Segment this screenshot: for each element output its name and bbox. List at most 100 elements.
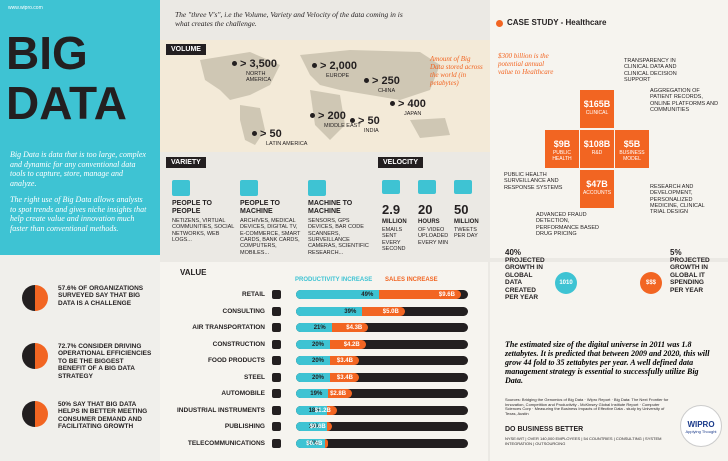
- sales-label: $1.2B: [314, 407, 331, 414]
- growth-icon: $$$: [640, 272, 662, 294]
- track: [296, 438, 468, 448]
- row-icon: [272, 422, 281, 431]
- marker: [252, 131, 257, 136]
- case-note: $300 billion is the potential annual val…: [498, 52, 554, 76]
- left-panel: [0, 0, 160, 255]
- stat-text: 50% SAY THAT BIG DATA HELPS IN BETTER ME…: [58, 401, 148, 431]
- region-value: > 400: [398, 98, 426, 110]
- marker: [390, 101, 395, 106]
- case-annotation: RESEARCH AND DEVELOPMENT, PERSONALIZED M…: [650, 184, 705, 216]
- block-value: $165B: [583, 99, 611, 109]
- variety-text: ARCHIVES, MEDICAL DEVICES, DIGITAL TV, E…: [240, 218, 301, 256]
- velocity-text: OF VIDEO UPLOADED EVERY MIN: [418, 227, 449, 246]
- row-label: AUTOMOBILE: [221, 390, 265, 397]
- marker: [364, 78, 369, 83]
- legend-sales: SALES INCREASE: [385, 277, 438, 283]
- row-icon: [272, 290, 281, 299]
- block-label: ACCOUNTS: [582, 190, 612, 196]
- sales-bar: [330, 356, 359, 365]
- case-block: $165B CLINICAL: [580, 90, 614, 128]
- productivity-label: 17%: [306, 440, 319, 447]
- growth-text: PROJECTED GROWTH IN GLOBAL IT SPENDING P…: [670, 257, 710, 294]
- block-value: $108B: [583, 139, 611, 149]
- stat-circle: [22, 401, 48, 427]
- block-value: $47B: [586, 179, 608, 189]
- sales-bar: [379, 290, 461, 299]
- legend-productivity: PRODUCTIVITY INCREASE: [295, 277, 373, 283]
- row-label: FOOD PRODUCTS: [207, 357, 265, 364]
- title: DATA: [6, 77, 127, 129]
- section-title: VARIETY: [166, 157, 206, 168]
- velocity-unit: MILLION: [454, 219, 479, 225]
- block-label: PUBLIC HEALTH: [552, 150, 572, 162]
- sales-label: $0.4B: [306, 440, 323, 447]
- case-panel: [490, 0, 728, 258]
- icon: [454, 180, 472, 194]
- slogan: DO BUSINESS BETTER: [505, 426, 584, 433]
- volume-note: Amount of Big Data stored across the wor…: [430, 55, 483, 87]
- growth-text: PROJECTED GROWTH IN GLOBAL DATA CREATED …: [505, 257, 545, 302]
- region-value: > 3,500: [240, 58, 278, 70]
- row-label: TELECOMMUNICATIONS: [187, 439, 265, 447]
- productivity-bar: [296, 306, 363, 316]
- block-value: $5B: [623, 139, 641, 149]
- track: [296, 389, 468, 398]
- block-label: BUSINESS MODEL: [619, 150, 645, 162]
- row-label: PUBLISHING: [224, 423, 265, 430]
- sales-bar: [324, 438, 329, 448]
- marker: [350, 118, 355, 123]
- velocity-unit: HOURS: [418, 219, 440, 225]
- productivity-label: 39%: [344, 308, 357, 315]
- case-block: $47B ACCOUNTS: [580, 170, 614, 208]
- stat-circle: [22, 285, 48, 311]
- region-label: INDIA: [364, 128, 379, 134]
- velocity-value: 50: [454, 202, 469, 217]
- icon: [418, 180, 436, 194]
- sales-bar: [326, 422, 332, 431]
- marker: [310, 113, 315, 118]
- row-label: RETAIL: [242, 291, 265, 298]
- case-annotation: AGGREGATION OF PATIENT RECORDS, ONLINE P…: [650, 88, 719, 113]
- world-map: [200, 50, 450, 145]
- productivity-label: 18%: [308, 424, 321, 430]
- velocity-text: EMAILS SENT EVERY SECOND: [382, 227, 406, 252]
- productivity-label: 20%: [312, 341, 325, 348]
- sales-bar: [331, 323, 369, 332]
- bullet: [496, 20, 503, 27]
- sales-label: $0.6B: [309, 424, 326, 430]
- growth-value: 40%: [505, 248, 522, 257]
- row-label: AIR TRANSPORTATION: [192, 324, 265, 331]
- productivity-bar: [296, 356, 330, 365]
- productivity-label: 49%: [361, 292, 374, 298]
- sales-bar: [330, 372, 359, 382]
- row-icon: [272, 405, 281, 415]
- logo: WIPRO Applying Thought: [680, 405, 722, 447]
- tagline: The "three V's", i.e the Volume, Variety…: [175, 10, 403, 28]
- growth-value: 5%: [670, 248, 682, 257]
- velocity-value: 2.9: [382, 202, 401, 217]
- track: [296, 405, 468, 415]
- block-label: R&D: [591, 150, 603, 156]
- section-title: VALUE: [180, 268, 207, 277]
- title: BIG: [6, 27, 88, 79]
- icon: [172, 180, 190, 196]
- region-value: > 50: [260, 128, 282, 140]
- case-block: $108B R&D: [580, 130, 614, 168]
- case-block: $9B PUBLIC HEALTH: [545, 130, 579, 168]
- productivity-label: 20%: [312, 358, 325, 364]
- variety-text: SENSORS, GPS DEVICES, BAR CODE SCANNERS,…: [308, 218, 369, 256]
- row-icon: [272, 356, 281, 365]
- variety-title: MACHINE TO MACHINE: [308, 200, 353, 216]
- marker: [232, 61, 237, 66]
- region-label: NORTH AMERICA: [246, 71, 272, 84]
- row-icon: [272, 323, 281, 332]
- row-icon: [272, 389, 281, 398]
- stat-text: 57.6% OF ORGANIZATIONS SURVEYED SAY THAT…: [58, 285, 144, 307]
- block-value: $9B: [553, 139, 571, 149]
- productivity-bar: [296, 389, 329, 398]
- sales-label: $3.4B: [336, 358, 353, 364]
- row-icon: [272, 372, 281, 382]
- sources: Sources: Bridging the Genomics of Big Da…: [505, 397, 669, 416]
- case-annotation: ADVANCED FRAUD DETECTION, PERFORMANCE BA…: [536, 212, 599, 237]
- productivity-label: 20%: [312, 374, 325, 381]
